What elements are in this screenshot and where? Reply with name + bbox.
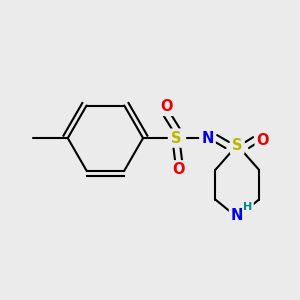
Text: O: O <box>257 133 269 148</box>
Text: N: N <box>231 208 243 223</box>
Text: S: S <box>232 137 242 152</box>
Text: S: S <box>172 130 182 146</box>
Text: N: N <box>201 130 214 146</box>
Text: O: O <box>160 99 173 114</box>
Text: H: H <box>244 202 253 212</box>
Text: O: O <box>172 162 185 177</box>
